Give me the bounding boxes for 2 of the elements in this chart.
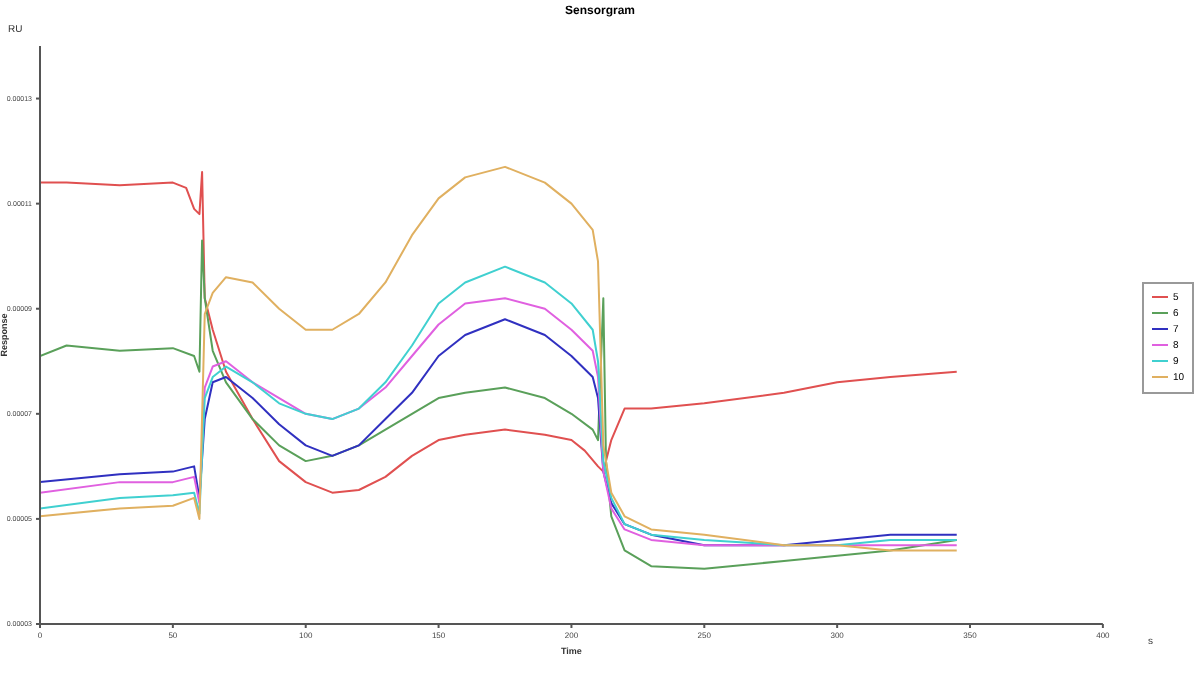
- line-series: [40, 165, 958, 552]
- line-series: [40, 171, 958, 494]
